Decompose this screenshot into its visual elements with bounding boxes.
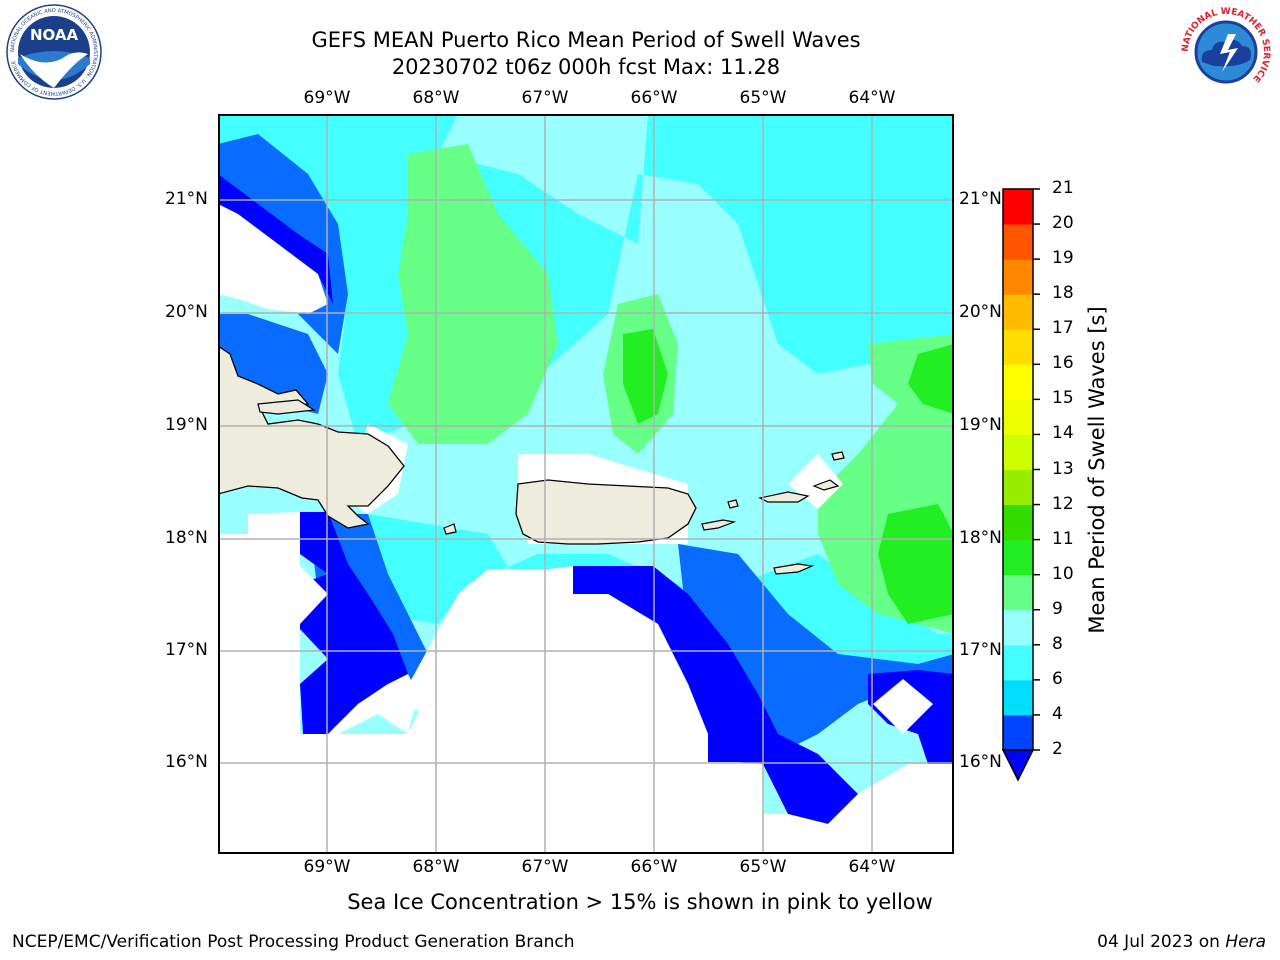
noaa-logo-text: NOAA — [30, 26, 79, 44]
swell-period-map — [218, 114, 954, 854]
lat-label-left: 16°N — [165, 752, 208, 772]
colorbar-tick-label: 20 — [1052, 213, 1074, 234]
field-band-9-10 — [623, 329, 668, 424]
colorbar-tick-label: 10 — [1052, 563, 1074, 584]
footer-credit: NCEP/EMC/Verification Post Processing Pr… — [12, 932, 575, 952]
field-no-data — [300, 674, 418, 734]
field-no-data — [763, 764, 954, 854]
field-band-8-9 — [388, 144, 558, 444]
colorbar-tick-label: 17 — [1052, 318, 1074, 339]
colorbar-segment — [1003, 714, 1033, 751]
colorbar-segment — [1003, 504, 1033, 541]
colorbar-segment — [1003, 364, 1033, 400]
colorbar — [1001, 188, 1040, 782]
lat-label-left: 18°N — [165, 528, 208, 548]
lon-label-top: 68°W — [412, 88, 460, 108]
field-band-under-2 — [218, 174, 333, 304]
lon-label-bottom: 67°W — [521, 857, 569, 877]
lon-label-top: 65°W — [739, 88, 787, 108]
lon-label-bottom: 68°W — [412, 857, 460, 877]
lon-label-top: 69°W — [303, 88, 351, 108]
colorbar-tick-label: 16 — [1052, 353, 1074, 374]
virgin-islands — [758, 491, 810, 503]
field-no-data — [218, 512, 328, 734]
colorbar-label: Mean Period of Swell Waves [s] — [1085, 306, 1109, 634]
lat-label-left: 19°N — [165, 415, 208, 435]
nws-logo: NATIONAL WEATHER SERVICE — [1179, 5, 1273, 99]
gridlines — [218, 114, 954, 854]
colorbar-segment — [1003, 574, 1033, 611]
lon-label-bottom: 64°W — [848, 857, 896, 877]
colorbar-tick-label: 15 — [1052, 388, 1074, 409]
colorbar-under-triangle — [1001, 749, 1035, 782]
field-no-data — [218, 566, 763, 854]
lon-label-bottom: 66°W — [630, 857, 678, 877]
colorbar-tick-label: 4 — [1052, 703, 1063, 724]
colorbar-segment — [1003, 644, 1033, 681]
colorbar-segment — [1003, 294, 1033, 330]
virgin-islands — [812, 479, 840, 491]
colorbar-segment — [1003, 539, 1033, 576]
lon-label-bottom: 69°W — [303, 857, 351, 877]
colorbar-tick-label: 8 — [1052, 633, 1063, 654]
colorbar-segment — [1003, 434, 1033, 470]
footer-date-text: 04 Jul 2023 on — [1097, 932, 1226, 952]
field-no-data — [218, 204, 328, 314]
map-frame — [218, 114, 954, 854]
colorbar-segment — [1003, 679, 1033, 716]
colorbar-tick-marks — [1033, 188, 1040, 751]
lat-label-left: 21°N — [165, 189, 208, 209]
footer-date: 04 Jul 2023 on Hera — [1097, 932, 1266, 952]
lon-label-bottom: 65°W — [739, 857, 787, 877]
mona-island — [443, 523, 457, 535]
hispaniola-cape — [257, 399, 316, 415]
field-no-data — [873, 679, 933, 734]
colorbar-segment — [1003, 224, 1033, 260]
puerto-rico-land — [515, 479, 697, 545]
field-band-9-10 — [878, 504, 954, 624]
colorbar-segment — [1003, 329, 1033, 365]
st-croix-island — [773, 563, 815, 575]
field-band-9-10 — [908, 344, 954, 414]
virgin-islands — [831, 451, 845, 461]
lat-label-right: 21°N — [959, 189, 1002, 209]
culebra-island — [727, 499, 739, 509]
colorbar-segment — [1003, 469, 1033, 506]
colorbar-tick-label: 6 — [1052, 668, 1063, 689]
colorbar-tick-label: 14 — [1052, 423, 1074, 444]
colorbar-tick-label: 2 — [1052, 739, 1063, 759]
colorbar-segment — [1003, 259, 1033, 295]
chart-title: GEFS MEAN Puerto Rico Mean Period of Swe… — [311, 28, 861, 52]
colorbar-tick-label: 12 — [1052, 493, 1074, 514]
lat-label-right: 18°N — [959, 528, 1002, 548]
footer-host: Hera — [1225, 932, 1266, 952]
lat-label-right: 17°N — [959, 640, 1002, 660]
hispaniola-land — [218, 345, 405, 529]
lat-label-right: 19°N — [959, 415, 1002, 435]
colorbar-tick-label: 21 — [1052, 178, 1074, 198]
colorbar-segment — [1003, 609, 1033, 646]
lon-label-top: 66°W — [630, 88, 678, 108]
vieques-island — [701, 519, 737, 531]
noaa-logo: NOAA NATIONAL OCEANIC AND ATMOSPHERIC AD… — [6, 4, 102, 100]
colorbar-tick-label: 19 — [1052, 248, 1074, 269]
lon-label-top: 67°W — [521, 88, 569, 108]
lon-label-top: 64°W — [848, 88, 896, 108]
chart-subtitle: 20230702 t06z 000h fcst Max: 11.28 — [391, 55, 781, 79]
colorbar-segments — [1003, 189, 1033, 751]
colorbar-segment — [1003, 189, 1033, 225]
lat-label-right: 16°N — [959, 752, 1002, 772]
lat-label-left: 17°N — [165, 640, 208, 660]
field-band-under-2 — [573, 566, 858, 824]
colorbar-tick-label: 18 — [1052, 283, 1074, 304]
colorbar-tick-label: 11 — [1052, 528, 1074, 549]
lat-label-right: 20°N — [959, 302, 1002, 322]
lat-label-left: 20°N — [165, 302, 208, 322]
colorbar-tick-label: 13 — [1052, 458, 1074, 479]
colorbar-tick-label: 9 — [1052, 598, 1063, 619]
sea-ice-note: Sea Ice Concentration > 15% is shown in … — [347, 890, 933, 914]
colorbar-segment — [1003, 399, 1033, 435]
field-band-2-4 — [218, 314, 328, 414]
